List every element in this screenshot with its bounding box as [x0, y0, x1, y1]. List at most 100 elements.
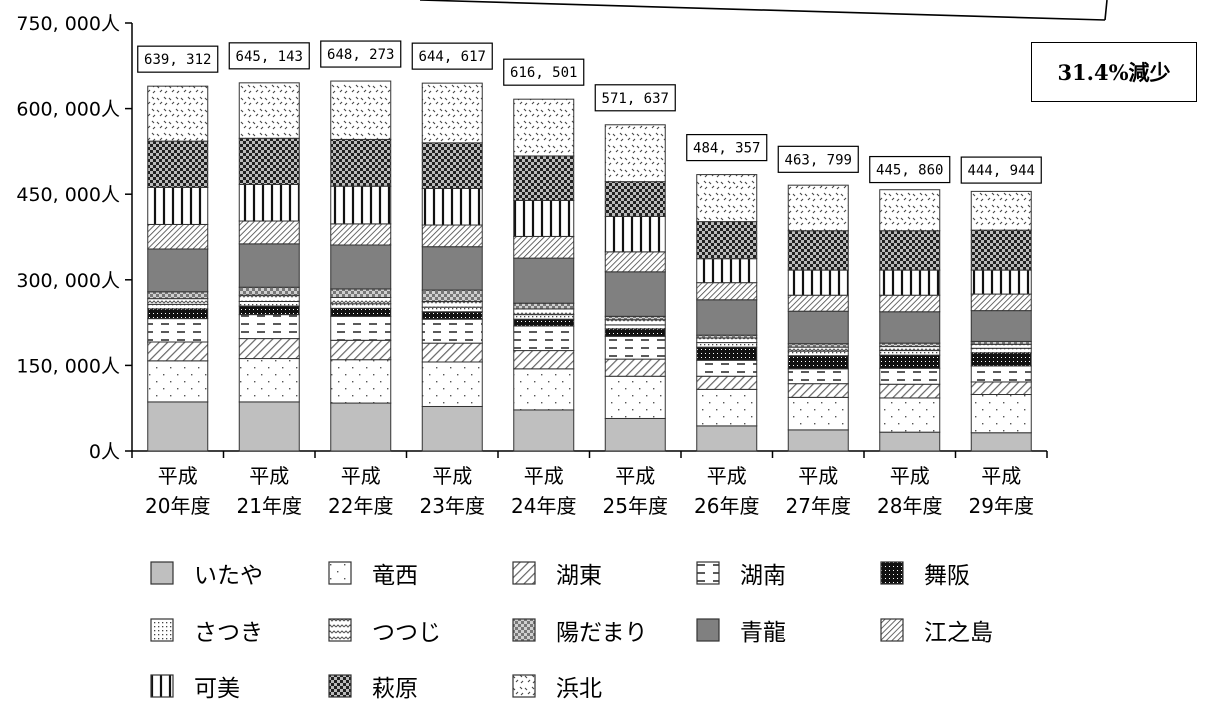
bar-segment [421, 224, 483, 248]
callout-leader-lines [419, 0, 1108, 21]
legend-swatch [512, 561, 536, 585]
x-category-label: 25年度 [603, 494, 668, 518]
bar-segment [147, 291, 209, 300]
bar-segment [970, 343, 1032, 349]
y-tick-label: 0人 [89, 441, 120, 463]
legend-item: 江之島 [880, 610, 993, 650]
bar-segment [421, 311, 483, 320]
bar-segment [513, 257, 575, 304]
total-label: 645, 143 [236, 49, 303, 65]
bar-segment [879, 367, 941, 385]
bar-segment [970, 190, 1032, 231]
bar-segment [604, 375, 666, 419]
bar-segment [238, 243, 300, 288]
bar-segment [787, 310, 849, 345]
bar-segment [147, 308, 209, 320]
total-label: 444, 944 [968, 163, 1035, 179]
bar-segment [147, 85, 209, 142]
bar-segment [879, 397, 941, 433]
bar-segment [604, 124, 666, 183]
legend-swatch [328, 674, 352, 698]
legend-swatch [880, 561, 904, 585]
x-category-label: 平成 [890, 464, 930, 488]
bar-segment [787, 355, 849, 370]
bar-segment [604, 315, 666, 321]
total-labels: 639, 312 645, 143 648, 273 644, 617 616, 501… [137, 40, 1042, 184]
legend-swatch [880, 618, 904, 642]
bar-segment [238, 220, 300, 245]
legend-swatch [328, 618, 352, 642]
x-category-label: 平成 [158, 464, 198, 488]
total-label-box [594, 84, 676, 112]
bar-segment [879, 431, 941, 452]
total-label-box [503, 58, 585, 86]
legend-label: つつじ [372, 620, 441, 646]
chart-legend: いたや 竜西 湖東 湖南 舞阪 さつき つつじ 陽だまり 青龍 江之島 可美 萩原 浜北 [150, 551, 1050, 702]
total-label: 648, 273 [327, 47, 394, 63]
bar-segment [330, 138, 392, 187]
total-label: 644, 617 [419, 49, 486, 65]
y-tick-label: 600, 000人 [16, 99, 120, 121]
legend-item: 陽だまり [512, 610, 648, 650]
bar-segment [513, 302, 575, 310]
total-label-box [137, 45, 219, 73]
bar-segment [879, 269, 941, 296]
legend-swatch [328, 561, 352, 585]
bar-segment [147, 318, 209, 343]
legend-label: 陽だまり [556, 620, 648, 646]
bar-segment [696, 342, 758, 348]
bar-segment [238, 82, 300, 139]
legend-item: 可美 [150, 666, 240, 706]
bar-segment [147, 360, 209, 403]
bar-segment [970, 347, 1032, 354]
bar-segment [604, 417, 666, 452]
bar-segment [421, 289, 483, 302]
legend-item: 湖南 [696, 553, 786, 593]
bar-segment [787, 429, 849, 452]
bar-segment [147, 341, 209, 362]
bar-segment [238, 305, 300, 316]
bar-segment [696, 388, 758, 427]
bar-segment [604, 319, 666, 326]
y-tick-label: 450, 000人 [16, 184, 120, 206]
legend-item: 竜西 [328, 553, 418, 593]
bar-segment [604, 328, 666, 337]
bar-segment [513, 199, 575, 237]
bar-segment [696, 282, 758, 301]
bar-segment [330, 359, 392, 404]
bar-segment [970, 432, 1032, 452]
bar-segment [696, 299, 758, 336]
bar-segment [513, 325, 575, 352]
bar-segment [696, 375, 758, 390]
bar-segment [147, 140, 209, 188]
bar-segment [787, 383, 849, 398]
total-label-box [228, 42, 310, 70]
bar-segment [238, 300, 300, 307]
bar-segment [513, 318, 575, 327]
total-label-box [686, 133, 768, 162]
x-category-label: 27年度 [786, 494, 851, 518]
bar-segment [421, 82, 483, 144]
bar-segment [787, 368, 849, 385]
bar-segment [970, 229, 1032, 271]
x-category-label: 23年度 [420, 494, 485, 518]
legend-item: 萩原 [328, 666, 418, 706]
bar-segment [970, 352, 1032, 367]
bar-segment [238, 401, 300, 452]
bar-segment [421, 246, 483, 291]
bar-segment [330, 296, 392, 305]
bar-segment [879, 342, 941, 348]
bar-segment [879, 294, 941, 313]
bar-segment [330, 223, 392, 246]
bar-segment [696, 258, 758, 284]
bar-segment [147, 303, 209, 310]
bar-segment [696, 425, 758, 452]
bar-segment [238, 286, 300, 296]
legend-label: 江之島 [924, 620, 993, 646]
x-category-label: 平成 [981, 464, 1021, 488]
total-label: 445, 860 [876, 163, 943, 179]
bar-segment [238, 358, 300, 403]
total-label: 484, 357 [693, 141, 760, 157]
decrease-callout-text: 31.4%減少 [1057, 60, 1171, 85]
bar-segment [513, 314, 575, 320]
